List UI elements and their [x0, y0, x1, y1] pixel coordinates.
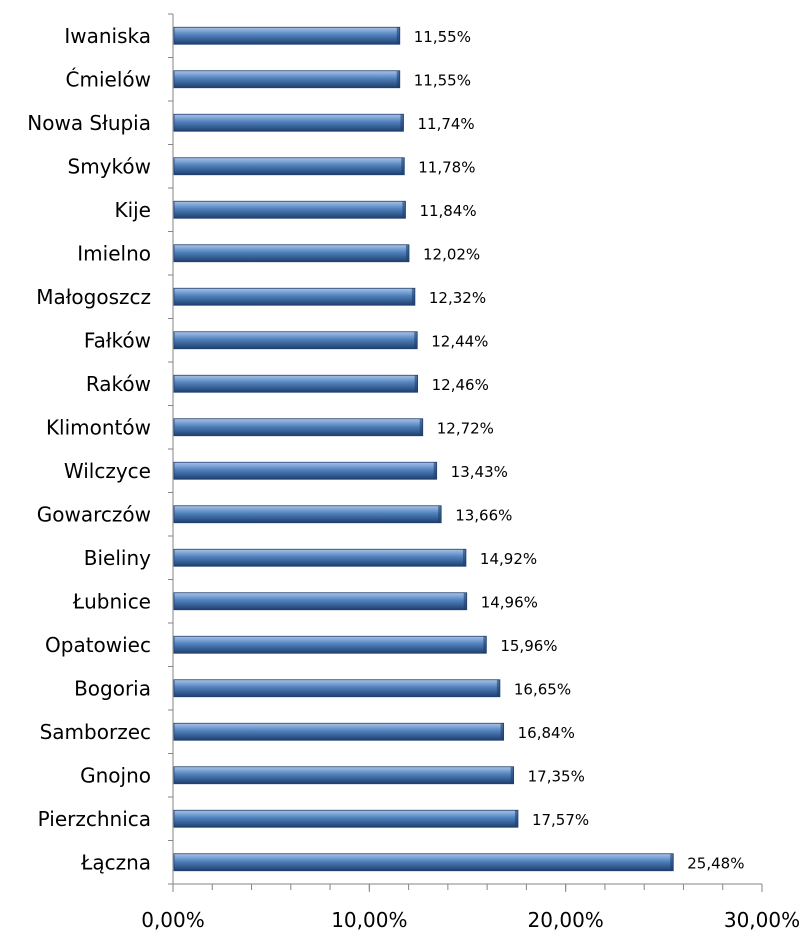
bar-5: [173, 244, 410, 263]
category-label-18: Pierzchnica: [38, 807, 151, 831]
bar-13: [173, 592, 468, 611]
bar-9: [173, 418, 424, 437]
value-label-9: 12,72%: [437, 419, 494, 437]
bar-cap-7: [414, 331, 418, 349]
x-tick-label-0: 0,00%: [141, 908, 205, 932]
value-label-1: 11,55%: [414, 71, 471, 89]
category-label-9: Klimontów: [46, 415, 151, 439]
value-label-4: 11,84%: [419, 202, 476, 220]
category-label-10: Wilczyce: [64, 459, 151, 483]
bar-10: [173, 461, 438, 480]
bar-18: [173, 809, 519, 828]
x-tick-label-2: 20,00%: [528, 908, 604, 932]
value-label-19: 25,48%: [687, 854, 744, 872]
bar-8: [173, 374, 419, 393]
bar-19: [173, 853, 674, 872]
category-label-8: Raków: [86, 372, 151, 396]
bar-4: [173, 200, 406, 219]
bar-cap-18: [514, 810, 518, 828]
value-label-18: 17,57%: [532, 811, 589, 829]
bar-cap-0: [396, 27, 400, 45]
category-label-11: Gowarczów: [37, 502, 151, 526]
bars-group: [173, 26, 674, 872]
value-label-0: 11,55%: [414, 28, 471, 46]
axes-group: [168, 13, 763, 892]
value-label-16: 16,84%: [518, 724, 575, 742]
value-label-3: 11,78%: [418, 158, 475, 176]
category-label-6: Małogoszcz: [36, 285, 151, 309]
category-label-5: Imielno: [77, 241, 151, 265]
bar-cap-8: [414, 375, 418, 393]
bar-12: [173, 548, 467, 567]
category-label-19: Łączna: [80, 850, 151, 874]
bar-7: [173, 331, 418, 350]
value-label-2: 11,74%: [417, 115, 474, 133]
value-label-8: 12,46%: [432, 376, 489, 394]
bar-3: [173, 157, 405, 176]
bar-cap-5: [405, 244, 409, 262]
category-label-13: Łubnice: [72, 589, 151, 613]
bar-cap-1: [396, 70, 400, 88]
bar-cap-6: [411, 288, 415, 306]
value-label-17: 17,35%: [528, 767, 585, 785]
category-label-12: Bieliny: [84, 546, 151, 570]
value-label-6: 12,32%: [429, 289, 486, 307]
bar-16: [173, 722, 505, 741]
bar-cap-12: [462, 549, 466, 567]
bar-cap-19: [670, 853, 674, 871]
labels-group: Iwaniska 11,55% Ćmielów 11,55% Nowa Słupia 11…: [27, 24, 800, 932]
category-label-1: Ćmielów: [66, 67, 151, 91]
value-label-11: 13,66%: [455, 506, 512, 524]
bar-15: [173, 679, 501, 698]
value-label-10: 13,43%: [451, 463, 508, 481]
bar-cap-13: [463, 592, 467, 610]
category-label-2: Nowa Słupia: [27, 111, 151, 135]
category-label-14: Opatowiec: [45, 633, 151, 657]
bar-cap-11: [438, 505, 442, 523]
bar-14: [173, 635, 487, 654]
bar-6: [173, 287, 416, 306]
bar-cap-14: [483, 636, 487, 654]
bar-1: [173, 70, 401, 89]
value-label-15: 16,65%: [514, 680, 571, 698]
bar-11: [173, 505, 442, 524]
category-label-17: Gnojno: [80, 763, 151, 787]
category-label-7: Fałków: [84, 328, 151, 352]
value-label-13: 14,96%: [481, 593, 538, 611]
bar-cap-2: [400, 114, 404, 132]
bar-cap-16: [500, 723, 504, 741]
bar-cap-10: [433, 462, 437, 480]
x-tick-label-1: 10,00%: [331, 908, 407, 932]
value-label-14: 15,96%: [500, 637, 557, 655]
bar-2: [173, 113, 404, 132]
bar-0: [173, 26, 401, 45]
bar-cap-4: [402, 201, 406, 219]
category-label-4: Kije: [114, 198, 151, 222]
category-label-15: Bogoria: [74, 676, 151, 700]
x-tick-label-3: 30,00%: [724, 908, 800, 932]
category-label-3: Smyków: [68, 154, 151, 178]
value-label-7: 12,44%: [431, 332, 488, 350]
category-label-16: Samborzec: [40, 720, 151, 744]
value-label-12: 14,92%: [480, 550, 537, 568]
bar-cap-3: [401, 157, 405, 175]
category-label-0: Iwaniska: [64, 24, 151, 48]
bar-cap-15: [496, 679, 500, 697]
bar-17: [173, 766, 515, 785]
value-label-5: 12,02%: [423, 245, 480, 263]
bar-cap-17: [510, 766, 514, 784]
bar-cap-9: [419, 418, 423, 436]
